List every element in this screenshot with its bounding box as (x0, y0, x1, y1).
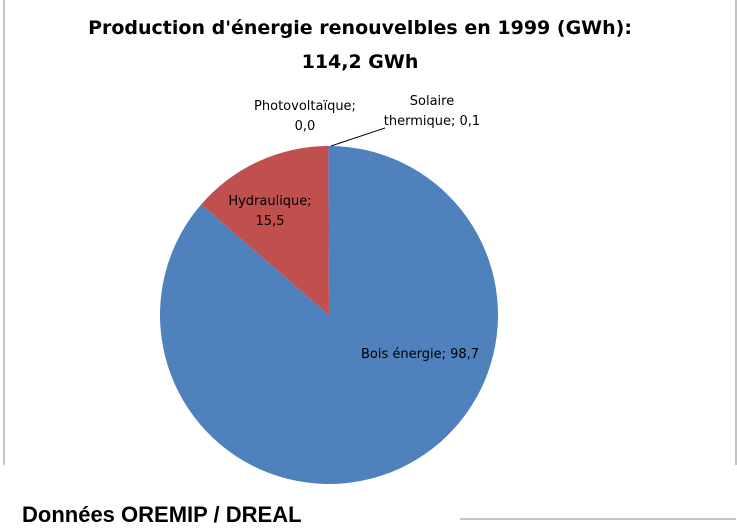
data-label-line: Bois énergie; 98,7 (361, 347, 479, 362)
data-label: Bois énergie; 98,7 (361, 347, 479, 362)
data-label-line: 15,5 (256, 214, 285, 229)
data-label: Hydraulique; 15,5 (228, 194, 311, 229)
data-label: Solaire thermique; 0,1 (384, 94, 480, 129)
data-label-line: thermique; 0,1 (384, 114, 480, 129)
chart-title: Production d'énergie renouvelbles en 199… (88, 17, 632, 39)
data-label: Photovoltaïque; 0,0 (254, 99, 356, 134)
chart-subtitle: 114,2 GWh (302, 51, 419, 73)
data-label-line: Solaire (410, 94, 454, 109)
pie-slice (201, 146, 329, 315)
pie-slice (328, 146, 329, 315)
footer: Données OREMIP / DREAL (22, 502, 302, 527)
data-label-line: Photovoltaïque; (254, 99, 356, 114)
leader-line (330, 127, 386, 147)
data-label-line: 0,0 (295, 119, 316, 134)
data-label-line: Hydraulique; (228, 194, 311, 209)
